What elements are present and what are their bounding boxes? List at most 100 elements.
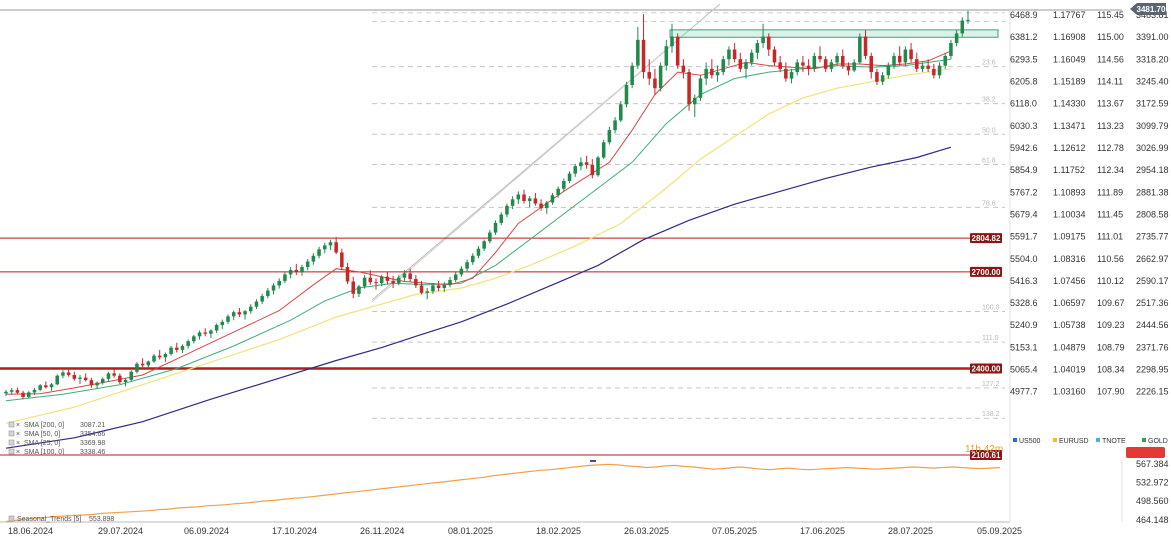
candle[interactable]: [294, 263, 299, 276]
candle[interactable]: [630, 62, 634, 89]
candle[interactable]: [966, 10, 970, 24]
candle[interactable]: [954, 30, 959, 47]
candle[interactable]: [95, 381, 99, 389]
candle[interactable]: [55, 374, 59, 386]
candle[interactable]: [288, 267, 293, 279]
candle[interactable]: [641, 14, 646, 79]
candle[interactable]: [408, 268, 412, 282]
candle[interactable]: [362, 275, 367, 289]
candle[interactable]: [419, 280, 424, 295]
channel-lower-line[interactable]: [371, 39, 679, 303]
candle[interactable]: [448, 276, 452, 288]
candle[interactable]: [266, 287, 270, 299]
candle[interactable]: [368, 270, 373, 285]
candle[interactable]: [744, 59, 748, 79]
candle[interactable]: [471, 253, 475, 265]
candle[interactable]: [545, 200, 549, 214]
candle[interactable]: [687, 68, 691, 111]
oscillator-legend[interactable]: Seasonal_Trends [5] 553.898: [8, 515, 114, 523]
candle[interactable]: [106, 371, 111, 382]
sma100-line[interactable]: [5, 68, 951, 424]
scale-legend-item[interactable]: TNOTE: [1096, 438, 1126, 445]
candle[interactable]: [926, 59, 930, 73]
candle[interactable]: [949, 39, 953, 60]
candle[interactable]: [556, 186, 560, 198]
candle[interactable]: [584, 155, 589, 169]
candle[interactable]: [880, 72, 885, 85]
candle[interactable]: [812, 52, 817, 73]
candle[interactable]: [112, 369, 116, 378]
candles[interactable]: [4, 10, 970, 400]
candle[interactable]: [698, 75, 703, 102]
candle[interactable]: [32, 387, 37, 395]
candle[interactable]: [49, 383, 54, 391]
candle[interactable]: [476, 246, 481, 259]
candle[interactable]: [624, 81, 629, 108]
candle[interactable]: [607, 126, 612, 145]
candle[interactable]: [175, 342, 179, 353]
candle[interactable]: [15, 387, 20, 394]
candle[interactable]: [21, 390, 25, 400]
candle[interactable]: [9, 388, 14, 395]
trend-channel[interactable]: [371, 3, 721, 303]
candle[interactable]: [123, 378, 128, 387]
candle[interactable]: [328, 239, 333, 250]
candle[interactable]: [243, 309, 247, 320]
candle[interactable]: [180, 344, 185, 354]
candle[interactable]: [522, 189, 526, 204]
candle[interactable]: [778, 55, 782, 73]
candle[interactable]: [539, 199, 543, 211]
candle[interactable]: [78, 375, 82, 385]
candle[interactable]: [721, 55, 725, 76]
candle[interactable]: [749, 49, 754, 66]
candle[interactable]: [863, 30, 868, 60]
candle[interactable]: [391, 275, 395, 288]
candle[interactable]: [231, 310, 236, 321]
candle[interactable]: [157, 349, 162, 360]
candle[interactable]: [186, 339, 190, 349]
candle[interactable]: [636, 26, 640, 69]
sma200-line[interactable]: [5, 146, 952, 449]
candle[interactable]: [89, 377, 94, 388]
candle[interactable]: [579, 157, 583, 171]
candle[interactable]: [397, 275, 401, 286]
candle[interactable]: [738, 52, 743, 73]
candle[interactable]: [305, 258, 310, 271]
candle[interactable]: [573, 163, 577, 177]
candle[interactable]: [755, 39, 760, 60]
candle[interactable]: [226, 314, 230, 325]
candle[interactable]: [693, 94, 697, 118]
candle[interactable]: [61, 370, 65, 379]
candle[interactable]: [710, 59, 714, 79]
candle[interactable]: [937, 62, 942, 79]
candle[interactable]: [402, 270, 407, 281]
candle[interactable]: [943, 52, 947, 69]
candle[interactable]: [784, 62, 788, 82]
candle[interactable]: [533, 192, 538, 206]
candle[interactable]: [385, 271, 390, 285]
candle[interactable]: [675, 33, 680, 69]
candle[interactable]: [425, 287, 429, 300]
sma25-line[interactable]: [5, 50, 952, 395]
candle[interactable]: [846, 62, 851, 76]
candle[interactable]: [562, 178, 566, 192]
candle[interactable]: [550, 192, 555, 205]
candle[interactable]: [436, 280, 441, 292]
candle[interactable]: [38, 384, 42, 392]
candle[interactable]: [892, 52, 896, 69]
candle[interactable]: [459, 266, 464, 277]
candle[interactable]: [300, 264, 304, 276]
candle[interactable]: [795, 59, 799, 76]
candle[interactable]: [135, 362, 139, 374]
seasonal-trend-line[interactable]: [5, 463, 1001, 523]
candle[interactable]: [789, 68, 794, 84]
candle[interactable]: [323, 242, 327, 254]
candle[interactable]: [340, 248, 344, 271]
candle[interactable]: [271, 283, 276, 295]
candle[interactable]: [374, 278, 378, 290]
candle[interactable]: [203, 328, 207, 337]
candle[interactable]: [920, 62, 925, 73]
candle[interactable]: [311, 253, 316, 265]
candle[interactable]: [715, 65, 720, 82]
